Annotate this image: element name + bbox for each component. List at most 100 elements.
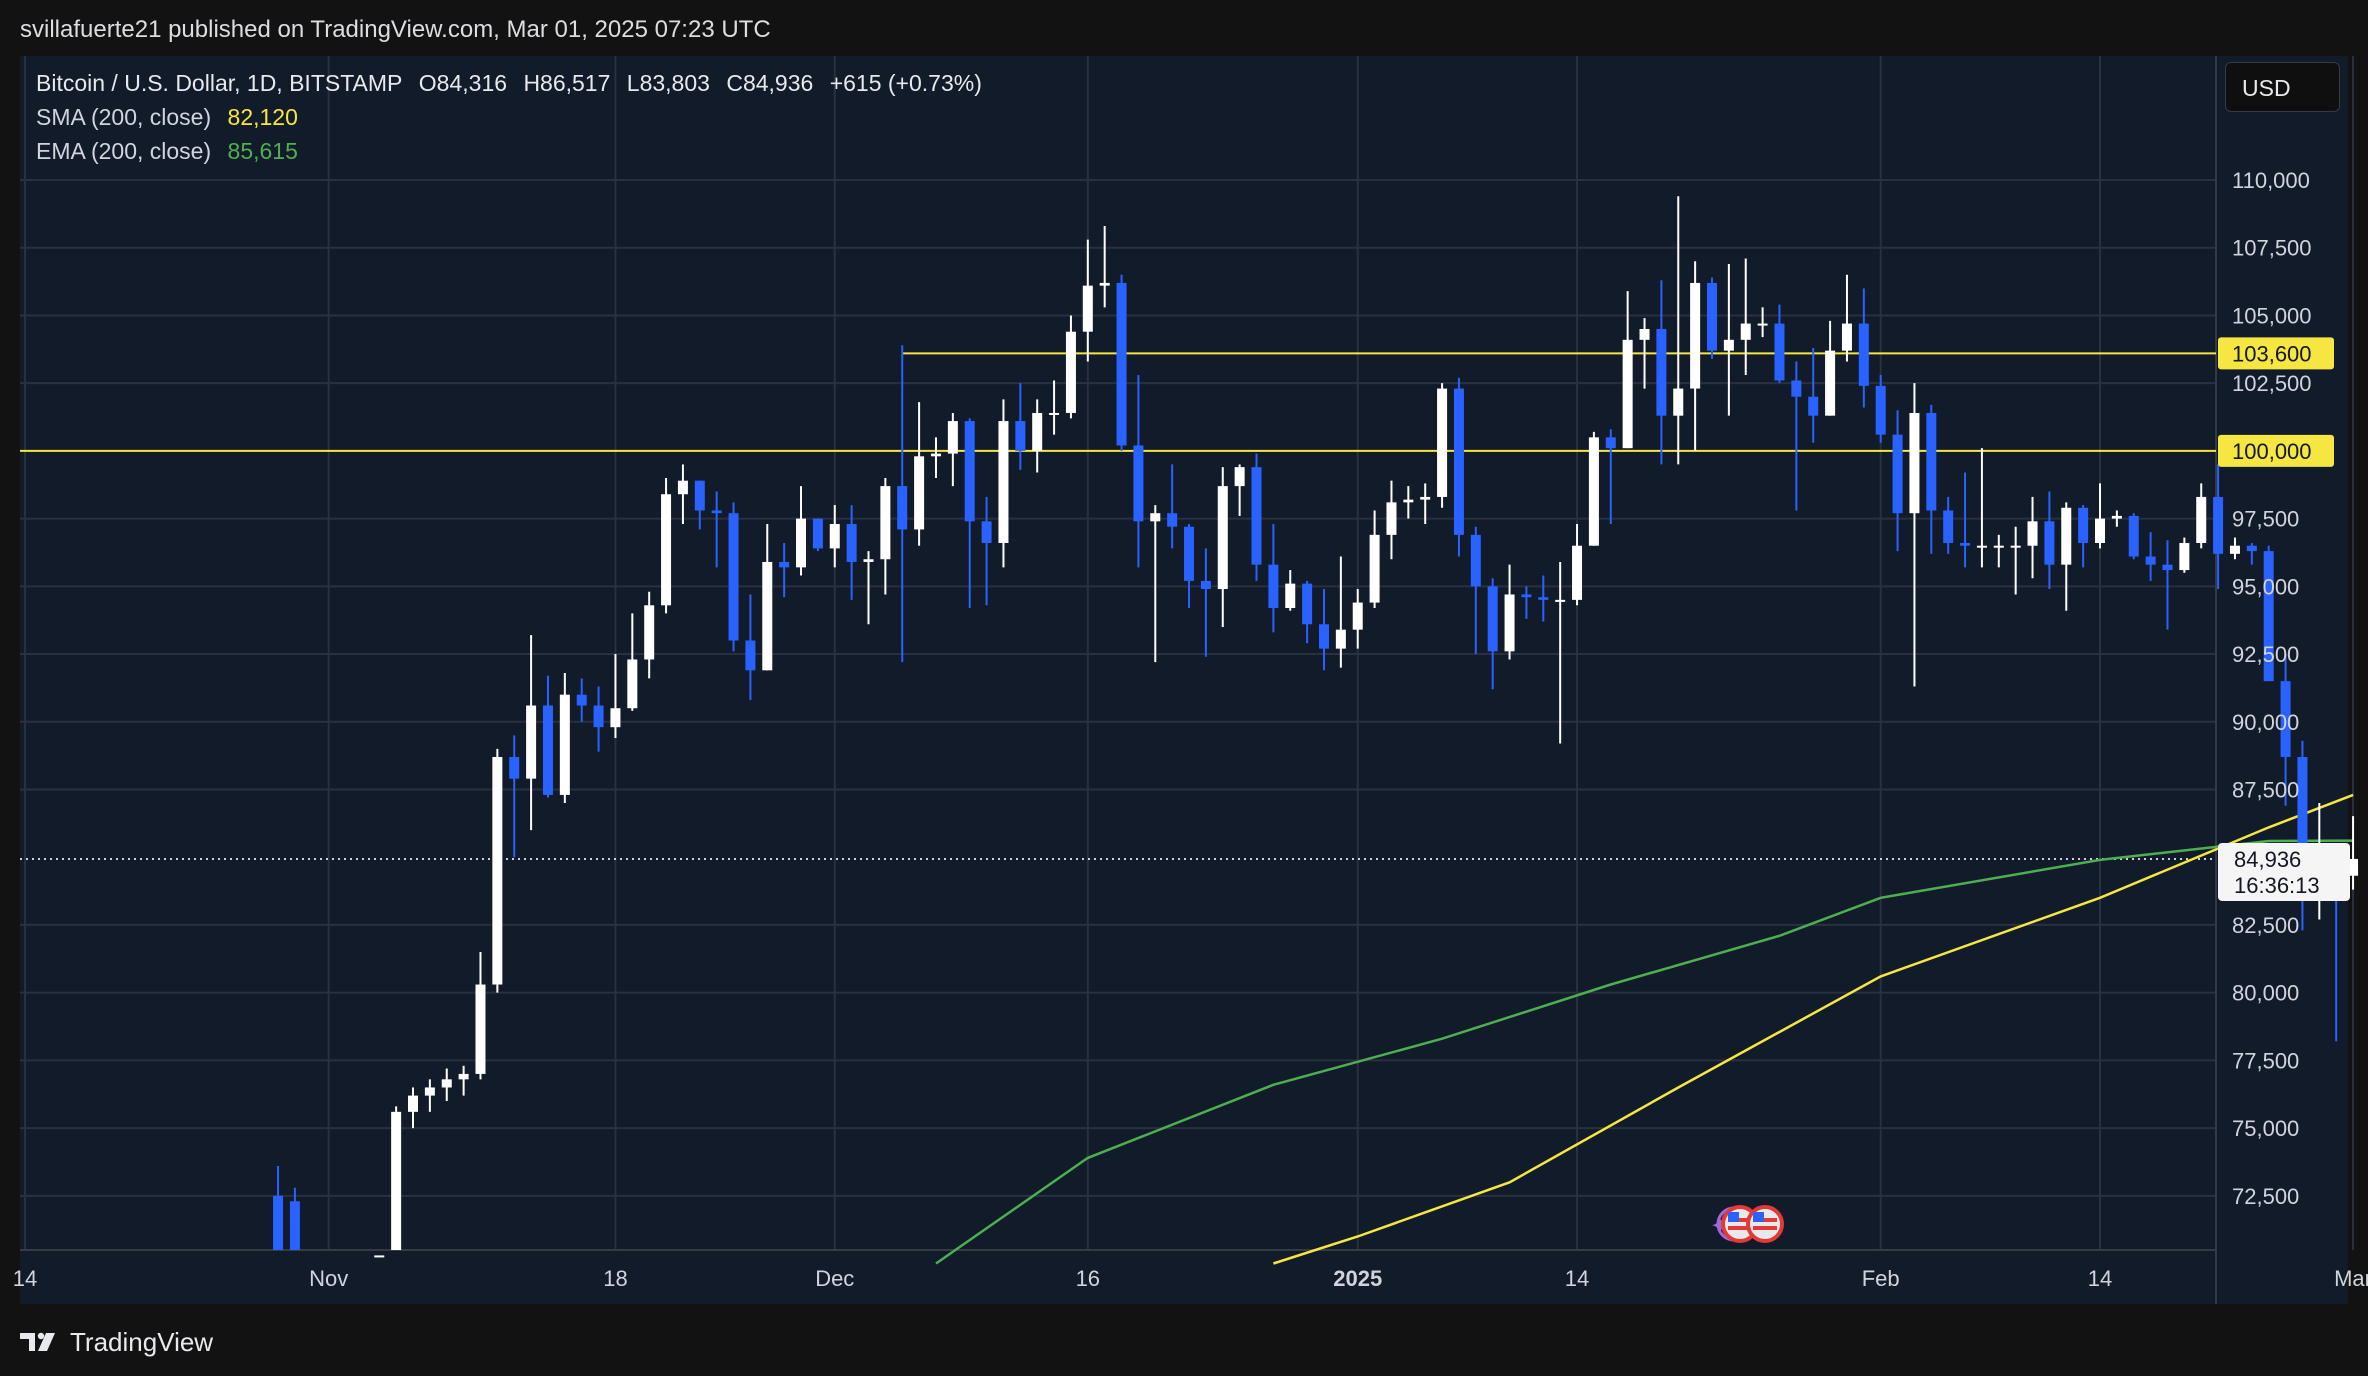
candle-body <box>1892 434 1903 514</box>
candle <box>880 477 891 595</box>
currency-button[interactable]: USD <box>2225 62 2340 112</box>
price-tick-label: 110,000 <box>2232 168 2310 193</box>
candle-body <box>930 453 941 457</box>
candle <box>2263 545 2274 682</box>
candle-body <box>964 421 975 522</box>
candle-body <box>1133 445 1144 522</box>
candle <box>2162 540 2173 630</box>
candle-body <box>1200 580 1211 590</box>
candle-body <box>1167 513 1178 527</box>
candle-body <box>1909 412 1920 514</box>
candle-body <box>1065 331 1076 413</box>
candle-body <box>627 659 638 709</box>
candle-body <box>661 494 672 606</box>
level-price-label: 100,000 <box>2232 439 2312 464</box>
candle <box>2246 542 2257 565</box>
candle <box>981 496 992 606</box>
time-axis-labels: 14Nov18Dec16202514Feb14Mar17Apr <box>13 1266 2368 1291</box>
candle-body <box>273 1195 284 1250</box>
candle-body <box>424 1087 435 1096</box>
candle-body <box>1217 486 1228 590</box>
sma-200-line <box>1273 793 2354 1265</box>
legend-high: H86,517 <box>523 70 611 96</box>
candle <box>273 1166 284 1250</box>
candle-body <box>2213 496 2224 554</box>
candle <box>1892 410 1903 552</box>
bar-countdown-label: 16:36:13 <box>2234 873 2320 898</box>
candle-body <box>1622 339 1633 449</box>
candle-body <box>947 421 958 454</box>
candle-body <box>728 513 739 641</box>
candle-body <box>408 1095 419 1112</box>
price-tick-label: 77,500 <box>2232 1048 2299 1073</box>
candle-body <box>677 480 688 495</box>
candle <box>745 594 756 701</box>
candle <box>1335 556 1346 668</box>
candle-body <box>1757 323 1768 326</box>
candle <box>2229 537 2240 560</box>
legend-change: +615 (+0.73%) <box>829 70 982 96</box>
candle-body <box>2027 521 2038 546</box>
candle <box>1723 263 1734 416</box>
candle <box>1791 361 1802 511</box>
last-price-badge <box>2218 842 2350 901</box>
chart-grid <box>20 56 2355 1250</box>
candle-body <box>2128 515 2139 557</box>
candle <box>2179 537 2190 573</box>
candle-body <box>2061 507 2072 565</box>
candle-body <box>1015 421 1026 451</box>
candle <box>812 518 823 552</box>
candle-body <box>1470 534 1481 587</box>
candle-body <box>1318 624 1329 649</box>
candle-body <box>391 1111 402 1250</box>
candle <box>1808 347 1819 443</box>
candle <box>1538 575 1549 622</box>
legend-symbol[interactable]: Bitcoin / U.S. Dollar, 1D, BITSTAMP <box>36 70 403 96</box>
candle <box>1285 570 1296 611</box>
candle-body <box>1993 545 2004 548</box>
candle <box>1825 320 1836 416</box>
legend-sma[interactable]: SMA (200, close) 82,120 <box>36 104 308 131</box>
price-tick-label: 75,000 <box>2232 1116 2299 1141</box>
candle <box>1251 453 1262 581</box>
candle <box>559 673 570 804</box>
price-tick-label: 97,500 <box>2232 507 2299 532</box>
candle-body <box>1386 502 1397 535</box>
candle-body <box>846 524 857 562</box>
candle <box>2027 496 2038 579</box>
time-tick-label: Dec <box>815 1266 854 1291</box>
candle-body <box>1285 583 1296 608</box>
candle <box>576 678 587 722</box>
candle <box>1690 261 1701 451</box>
candle <box>391 1106 402 1250</box>
candle <box>2196 483 2207 549</box>
candle-body <box>779 561 790 568</box>
candle <box>1555 561 1566 744</box>
candle <box>644 591 655 679</box>
candle-body <box>829 524 840 549</box>
candle-body <box>796 518 807 568</box>
candle-body <box>2044 521 2055 565</box>
price-tick-label: 82,500 <box>2232 913 2299 938</box>
candle-body <box>2145 556 2156 565</box>
legend-ema[interactable]: EMA (200, close) 85,615 <box>36 138 308 165</box>
footer-brand[interactable]: TradingView <box>70 1326 214 1357</box>
candle-body <box>1268 564 1279 608</box>
candle-body <box>644 605 655 660</box>
candle <box>1572 524 1583 606</box>
time-tick-label: Mar <box>2334 1266 2368 1291</box>
candle <box>897 345 908 663</box>
tradingview-logo-icon[interactable] <box>20 1331 60 1353</box>
candle-body <box>1740 323 1751 340</box>
candle-body <box>1960 542 1971 546</box>
time-tick-label: 16 <box>1076 1266 1100 1291</box>
candle-body <box>1943 510 1954 543</box>
candle <box>458 1065 469 1096</box>
candle-body <box>1251 467 1262 565</box>
legend-sma-label: SMA (200, close) <box>36 104 212 130</box>
candlestick-series <box>273 196 2359 1258</box>
candle <box>1268 524 1279 633</box>
chart-pane-background <box>20 56 2216 1250</box>
candle-body <box>812 518 823 549</box>
